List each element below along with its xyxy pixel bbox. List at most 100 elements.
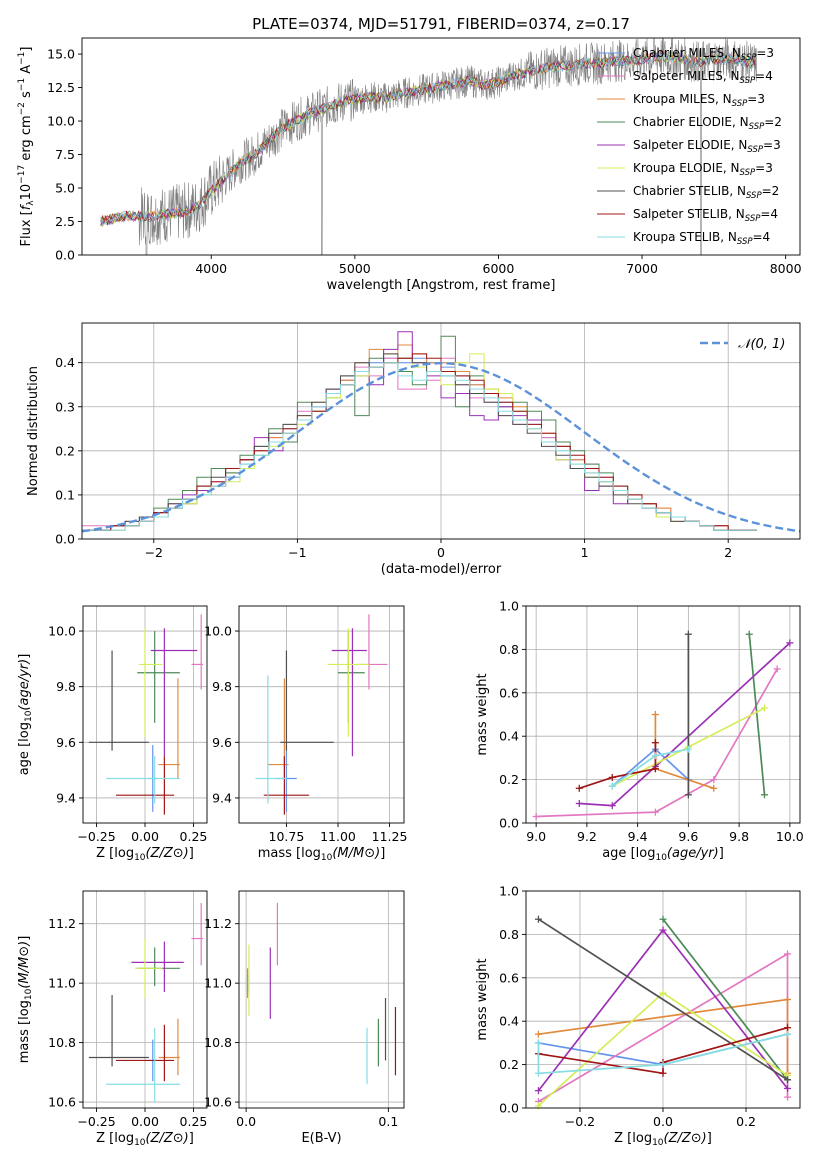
gaussian-curve bbox=[82, 361, 800, 533]
plot-frame bbox=[238, 890, 405, 1109]
x-axis-label: mass [log10(M/M⊙)] bbox=[258, 846, 386, 863]
chart-age-vs-mass: 10.75 11.00 11.25 9.4 9.6 9.8 10.0 mass [log10(… bbox=[204, 605, 408, 863]
chart-residuals: −2 −1 0 1 2 0.0 0.1 0.2 0.3 0.4 (data-model)/error… bbox=[26, 322, 801, 577]
chart-age-vs-Z: −0.25 0.00 0.25 9.4 9.6 9.8 10.0 Z [log10(Z/Z⊙)… bbox=[17, 605, 208, 863]
residual-histogram bbox=[82, 357, 757, 531]
y-tick-label: 10.0 bbox=[48, 624, 76, 639]
x-tick-label: 0.0 bbox=[653, 1114, 673, 1129]
y-tick-label: 10.6 bbox=[204, 1095, 232, 1110]
y-tick-label: 0.0 bbox=[499, 1101, 519, 1116]
x-tick-label: 0.25 bbox=[180, 829, 208, 844]
x-tick-label: 0.0 bbox=[236, 1114, 256, 1129]
legend-label: Kroupa STELIB, NSSP=4 bbox=[633, 230, 770, 247]
y-tick-label: 0.4 bbox=[499, 1014, 519, 1029]
legend-label: Chabrier MILES, NSSP=3 bbox=[633, 46, 774, 63]
x-tick-label: −0.25 bbox=[77, 829, 115, 844]
y-tick-label: 5.0 bbox=[55, 181, 75, 196]
x-axis-label: age [log10(age/yr)] bbox=[602, 846, 724, 863]
y-tick-label: 0.2 bbox=[499, 1057, 519, 1072]
y-axis-label: Flux [fλ10−17 erg cm−2 s−1 A−1] bbox=[17, 47, 36, 247]
model-spectrum-line bbox=[100, 50, 756, 226]
x-tick-label: 0.25 bbox=[180, 1114, 208, 1129]
x-axis-label: wavelength [Angstrom, rest frame] bbox=[327, 278, 556, 293]
legend-label: Salpeter ELODIE, NSSP=3 bbox=[633, 138, 781, 155]
x-tick-label: 1 bbox=[581, 545, 589, 560]
y-axis-label: mass weight bbox=[475, 673, 490, 755]
legend-label: Salpeter MILES, NSSP=4 bbox=[633, 69, 773, 86]
errorbars bbox=[255, 614, 388, 815]
histograms bbox=[82, 331, 800, 533]
y-tick-label: 0.2 bbox=[55, 443, 75, 458]
x-tick-label: 0.1 bbox=[378, 1114, 398, 1129]
y-tick-label: 0.0 bbox=[55, 248, 75, 263]
residual-histogram bbox=[82, 335, 757, 531]
y-tick-label: 9.6 bbox=[56, 735, 76, 750]
y-tick-label: 10.0 bbox=[47, 114, 75, 129]
y-tick-label: 0.2 bbox=[499, 772, 519, 787]
model-spectrum-line bbox=[100, 51, 756, 227]
y-tick-label: 11.0 bbox=[204, 976, 232, 991]
y-tick-label: 0.4 bbox=[499, 729, 519, 744]
y-tick-label: 12.5 bbox=[47, 80, 75, 95]
chart-title: PLATE=0374, MJD=51791, FIBERID=0374, z=0… bbox=[252, 15, 630, 33]
mass-weight-line bbox=[579, 642, 791, 807]
model-spectrum-line bbox=[100, 52, 756, 225]
x-tick-label: 8000 bbox=[770, 261, 802, 276]
x-tick-label: 11.00 bbox=[320, 829, 356, 844]
legend-label: Chabrier STELIB, NSSP=2 bbox=[633, 184, 779, 201]
y-tick-label: 1.0 bbox=[499, 599, 519, 614]
y-tick-label: 0.1 bbox=[55, 487, 75, 502]
residual-histogram bbox=[82, 357, 757, 531]
y-tick-label: 9.6 bbox=[212, 735, 232, 750]
chart-mass-weight-vs-age: 9.0 9.2 9.4 9.6 9.8 10.0 0.0 0.2 0.4 0.6 0.8 1.0 age… bbox=[475, 599, 804, 864]
y-axis-label: mass [log10(M/M⊙)] bbox=[17, 936, 34, 1064]
residual-histogram bbox=[82, 362, 757, 531]
x-tick-label: 9.6 bbox=[678, 829, 698, 844]
residual-histogram bbox=[82, 353, 757, 531]
x-tick-label: 10.75 bbox=[269, 829, 305, 844]
mass-weight-line bbox=[538, 918, 788, 1081]
x-tick-label: −2 bbox=[145, 545, 163, 560]
y-tick-label: 9.8 bbox=[212, 679, 232, 694]
plot-frame bbox=[525, 605, 801, 824]
x-tick-label: 9.0 bbox=[526, 829, 546, 844]
x-axis-label: E(B-V) bbox=[301, 1131, 341, 1146]
x-axis-label: Z [log10(Z/Z⊙)] bbox=[96, 1131, 194, 1148]
y-tick-label: 10.0 bbox=[204, 624, 232, 639]
x-tick-label: 10.0 bbox=[776, 829, 804, 844]
y-tick-label: 0.6 bbox=[499, 685, 519, 700]
y-tick-label: 11.2 bbox=[204, 916, 232, 931]
y-axis-label: mass weight bbox=[475, 958, 490, 1040]
errorbars bbox=[88, 614, 204, 815]
y-tick-label: 1.0 bbox=[499, 884, 519, 899]
legend-label: Chabrier ELODIE, NSSP=2 bbox=[633, 115, 782, 132]
legend-label: Kroupa ELODIE, NSSP=3 bbox=[633, 161, 773, 178]
y-tick-label: 9.4 bbox=[212, 790, 232, 805]
x-tick-label: 7000 bbox=[626, 261, 658, 276]
x-tick-label: 0.2 bbox=[736, 1114, 756, 1129]
y-axis-label: Normed distribution bbox=[26, 366, 41, 496]
mass-weight-line bbox=[537, 1033, 788, 1075]
x-tick-label: −0.2 bbox=[565, 1114, 595, 1129]
x-axis-label: Z [log10(Z/Z⊙)] bbox=[614, 1131, 712, 1148]
plot-frame bbox=[238, 605, 405, 824]
residual-histogram bbox=[82, 344, 757, 531]
x-tick-label: 2 bbox=[724, 545, 732, 560]
x-tick-label: 11.25 bbox=[372, 829, 408, 844]
y-tick-label: 10.8 bbox=[48, 1035, 76, 1050]
y-tick-label: 9.4 bbox=[56, 790, 76, 805]
x-tick-label: 4000 bbox=[195, 261, 227, 276]
x-tick-label: 6000 bbox=[483, 261, 515, 276]
legend-label: Salpeter STELIB, NSSP=4 bbox=[633, 207, 778, 224]
x-tick-label: −0.25 bbox=[77, 1114, 115, 1129]
errorbars bbox=[246, 902, 397, 1085]
y-tick-label: 10.6 bbox=[48, 1095, 76, 1110]
chart-spectrum: 4000 5000 6000 7000 8000 0.0 2.5 5.0 7.5 10.0 12.5… bbox=[17, 15, 802, 293]
y-tick-label: 0.8 bbox=[499, 927, 519, 942]
x-tick-label: 0 bbox=[437, 545, 445, 560]
x-axis-label: (data-model)/error bbox=[381, 562, 502, 577]
errorbars bbox=[88, 902, 204, 1103]
y-tick-label: 0.6 bbox=[499, 970, 519, 985]
chart-mass-vs-ebv: 0.0 0.1 10.6 10.8 11.0 11.2 E(B-V) bbox=[204, 890, 405, 1146]
y-tick-label: 9.8 bbox=[56, 679, 76, 694]
